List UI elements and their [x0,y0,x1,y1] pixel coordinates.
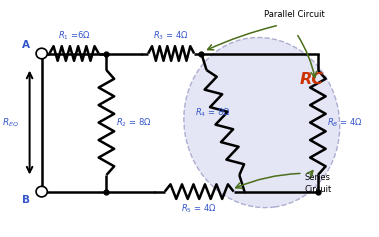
Circle shape [36,186,47,197]
Text: $R_3$ = 4Ω: $R_3$ = 4Ω [153,30,189,42]
Text: Series
Circuit: Series Circuit [305,173,332,194]
Text: RC: RC [299,73,323,87]
Text: A: A [22,40,30,50]
Text: $R_B$ = 4Ω: $R_B$ = 4Ω [327,116,363,129]
Text: $R_4$ = 8Ω: $R_4$ = 8Ω [195,106,230,119]
Ellipse shape [184,37,340,208]
Text: $R_{EQ}$: $R_{EQ}$ [2,116,19,129]
Text: $R_5$ = 4Ω: $R_5$ = 4Ω [182,203,217,215]
Text: $R_1$ =6Ω: $R_1$ =6Ω [58,30,91,42]
Text: B: B [22,195,30,205]
Text: Parallel Circuit: Parallel Circuit [264,10,325,19]
Text: $R_2$ = 8Ω: $R_2$ = 8Ω [116,116,152,129]
Circle shape [36,48,47,59]
